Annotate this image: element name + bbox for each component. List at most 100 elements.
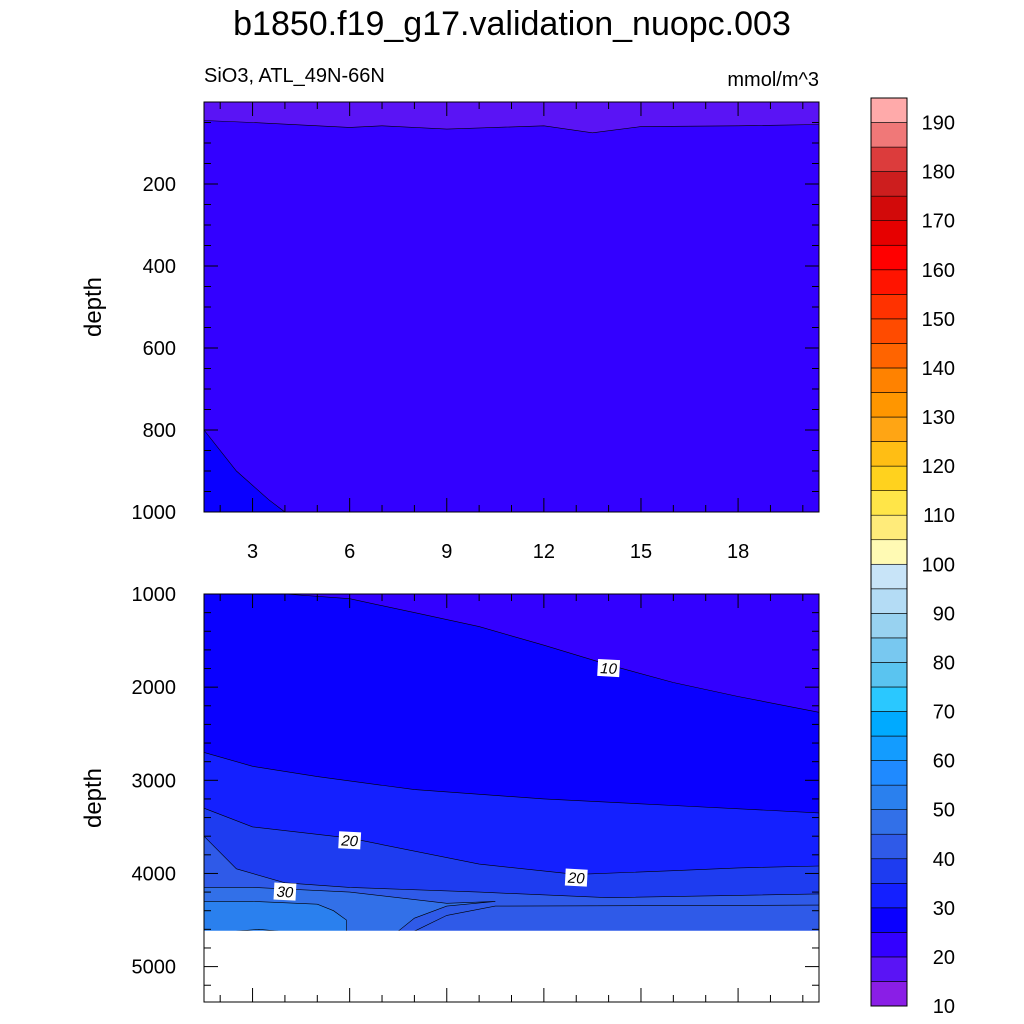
region-5-10 (204, 102, 819, 512)
colorbar-swatch (870, 956, 908, 982)
y-tick-label: 1000 (132, 584, 177, 606)
colorbar-swatch (870, 220, 908, 246)
colorbar-label: 190 (922, 113, 955, 135)
contour-line (203, 807, 820, 875)
contour-line (204, 901, 347, 932)
colorbar-label: 20 (933, 947, 955, 969)
region-5-10 (204, 594, 819, 713)
colorbar: 190 180 170 160 150 140 130 120 110 100 90 80 70 60 50… (870, 97, 955, 1018)
contour-line (203, 429, 286, 513)
colorbar-swatch (870, 465, 908, 491)
colorbar-swatch (870, 784, 908, 810)
y-tick-label: 4000 (132, 863, 177, 885)
x-tick-label: 18 (727, 541, 749, 563)
colorbar-label: 110 (923, 505, 955, 527)
y-axis-label: depth (80, 768, 107, 828)
colorbar-swatch (870, 833, 908, 860)
colorbar-swatch (870, 932, 908, 958)
colorbar-swatch (870, 343, 908, 369)
colorbar-label: 100 (922, 554, 955, 576)
colorbar-label: 40 (933, 849, 955, 871)
contour-line (203, 120, 820, 134)
lower-panel: 10 20 20 30 1000 2000 3000 4000 5000 depth (80, 584, 820, 1003)
colorbar-swatch (870, 441, 908, 467)
colorbar-swatch (870, 613, 908, 639)
y-tick-label: 600 (143, 338, 176, 360)
colorbar-swatch (870, 563, 908, 590)
colorbar-label: 130 (922, 407, 955, 429)
region-10-15 (204, 430, 285, 512)
contour-line (203, 752, 820, 814)
x-tick-label: 6 (344, 541, 355, 563)
y-tick-label: 800 (143, 420, 176, 442)
colorbar-swatch (870, 244, 908, 271)
upper-panel: 200 400 600 800 1000 3 6 9 12 15 18 depth (80, 101, 820, 563)
variable-region-label: SiO3, ATL_49N-66N (204, 65, 385, 87)
colorbar-frame (870, 97, 908, 1007)
colorbar-label: 160 (922, 260, 955, 282)
colorbar-swatch (870, 735, 908, 761)
colorbar-swatch (870, 294, 908, 320)
contour-label-text: 30 (276, 884, 294, 902)
region-0-5 (204, 102, 819, 133)
colorbar-swatch (870, 97, 908, 123)
region-35-40 (204, 901, 347, 932)
colorbar-swatch (870, 146, 908, 172)
colorbar-swatch (870, 195, 908, 222)
colorbar-swatch (870, 760, 908, 786)
y-tick-label: 1000 (132, 502, 177, 524)
colorbar-label: 150 (922, 309, 955, 331)
contour-label-text: 10 (600, 660, 618, 678)
chart-title: b1850.f19_g17.validation_nuopc.003 (233, 5, 791, 43)
colorbar-swatch (870, 981, 908, 1007)
colorbar-swatch (870, 686, 908, 712)
colorbar-label: 70 (933, 702, 955, 724)
contour-label-bg (597, 658, 621, 678)
colorbar-label: 140 (922, 358, 955, 380)
colorbar-swatch (870, 539, 908, 565)
colorbar-swatch (870, 171, 908, 197)
contour-line (203, 835, 820, 899)
y-tick-label: 200 (143, 174, 176, 196)
colorbar-swatch (870, 392, 908, 418)
units-label: mmol/m^3 (727, 69, 819, 91)
colorbar-swatch (870, 367, 908, 393)
x-tick-label: 3 (247, 541, 258, 563)
contour-label: 20 (564, 868, 588, 888)
x-tick-label: 12 (533, 541, 555, 563)
y-tick-label: 400 (143, 256, 176, 278)
no-data-area (204, 931, 819, 1002)
colorbar-label: 180 (922, 162, 955, 184)
colorbar-label: 120 (922, 456, 955, 478)
colorbar-swatch (870, 490, 908, 516)
contour-line (204, 887, 496, 932)
colorbar-swatch (870, 711, 908, 737)
contour-label: 10 (597, 658, 621, 678)
contour-label-bg (273, 882, 297, 901)
colorbar-swatch (870, 588, 908, 614)
colorbar-swatch (870, 662, 908, 688)
colorbar-swatch (870, 318, 908, 344)
y-axis-label: depth (80, 277, 107, 337)
colorbar-label: 10 (933, 996, 955, 1018)
contour-label-bg (564, 868, 588, 887)
colorbar-swatch (870, 416, 908, 442)
colorbar-label: 90 (933, 603, 955, 625)
colorbar-swatch (870, 637, 908, 663)
colorbar-swatch (870, 269, 908, 295)
contour-label-text: 20 (566, 870, 585, 888)
contour-label-text: 20 (340, 832, 359, 850)
colorbar-label: 80 (933, 652, 955, 674)
colorbar-swatch (870, 858, 908, 884)
y-tick-label: 2000 (132, 677, 177, 699)
contour-label-bg (338, 831, 362, 850)
colorbar-swatch (870, 907, 908, 933)
colorbar-swatch (870, 514, 908, 541)
contour-line (236, 928, 279, 932)
colorbar-swatch (870, 122, 908, 148)
x-tick-label: 9 (441, 541, 452, 563)
colorbar-label: 60 (933, 751, 955, 773)
y-tick-label: 3000 (132, 770, 177, 792)
x-tick-label: 15 (630, 541, 652, 563)
